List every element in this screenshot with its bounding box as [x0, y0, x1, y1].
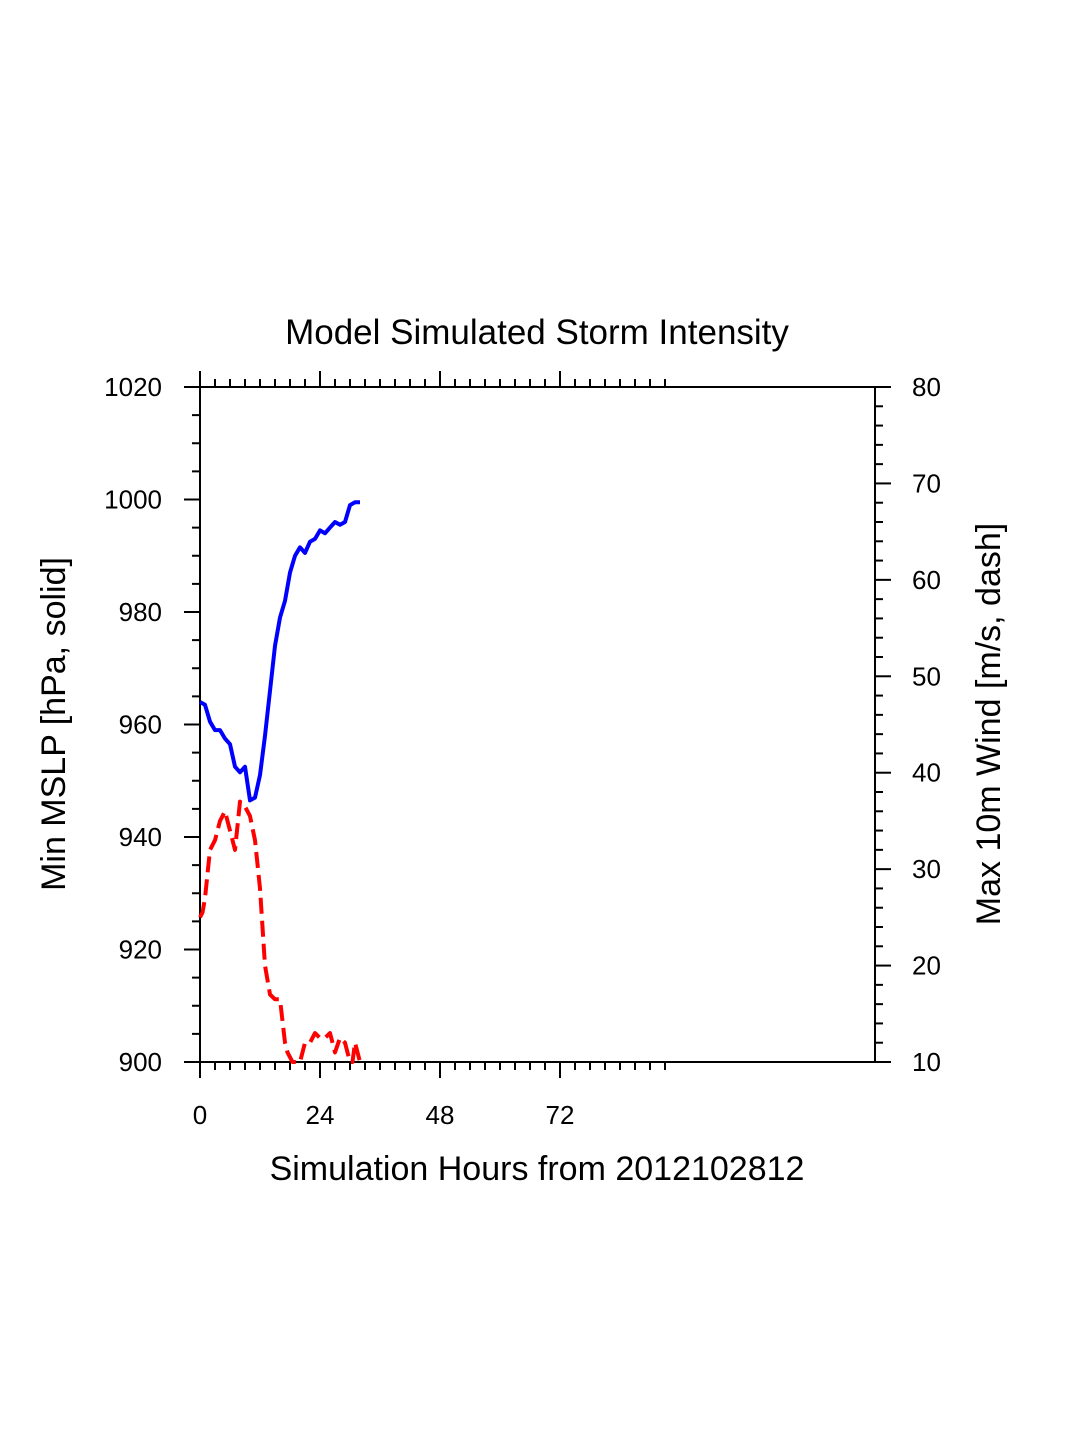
mslp-series-line — [199, 500, 360, 803]
x-axis-label: Simulation Hours from 2012102812 — [270, 1150, 805, 1188]
x-tick-label: 0 — [193, 1100, 207, 1130]
y-right-tick-label: 40 — [912, 758, 941, 788]
y-axis-label-left: Min MSLP [hPa, solid] — [35, 557, 73, 891]
axis-tick-labels: 0 24 48 72900920940960980100010201020304050… — [104, 372, 941, 1130]
y-left-tick-label: 980 — [119, 597, 162, 627]
axis-ticks — [184, 371, 891, 1078]
y-right-tick-label: 50 — [912, 661, 941, 691]
x-tick-label: 72 — [546, 1100, 575, 1130]
y-right-tick-label: 20 — [912, 951, 941, 981]
plot-frame — [199, 386, 876, 1063]
chart-title: Model Simulated Storm Intensity — [285, 313, 789, 352]
x-tick-label: 48 — [426, 1100, 455, 1130]
y-left-tick-label: 960 — [119, 710, 162, 740]
y-right-tick-label: 80 — [912, 372, 941, 402]
y-left-tick-label: 900 — [119, 1047, 162, 1077]
wind-series-line — [198, 799, 362, 1064]
x-tick-label: 24 — [306, 1100, 335, 1130]
y-right-tick-label: 30 — [912, 854, 941, 884]
y-left-tick-label: 1020 — [104, 372, 162, 402]
y-right-tick-label: 60 — [912, 565, 941, 595]
y-left-tick-label: 940 — [119, 822, 162, 852]
y-right-tick-label: 70 — [912, 468, 941, 498]
y-left-tick-label: 1000 — [104, 485, 162, 515]
y-right-tick-label: 10 — [912, 1047, 941, 1077]
y-left-tick-label: 920 — [119, 935, 162, 965]
data-series — [198, 500, 362, 1064]
y-axis-label-right: Max 10m Wind [m/s, dash] — [970, 523, 1008, 925]
